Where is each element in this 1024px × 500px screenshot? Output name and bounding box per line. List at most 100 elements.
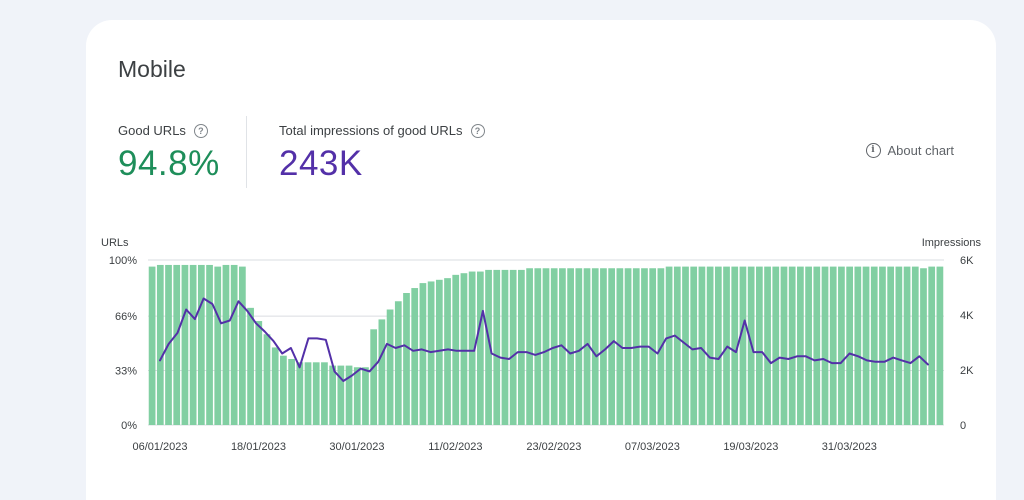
bar: [591, 268, 599, 425]
right-axis-tick-label: 6K: [960, 255, 974, 267]
bar: [370, 329, 378, 425]
metric-divider: [246, 116, 247, 188]
bar: [386, 309, 394, 425]
bar: [936, 266, 944, 425]
bar: [542, 268, 550, 425]
bar: [288, 359, 295, 425]
bar: [337, 365, 345, 425]
x-axis-tick-label: 23/02/2023: [526, 441, 581, 453]
bar: [600, 268, 607, 425]
bar: [156, 264, 164, 425]
bar: [509, 269, 517, 425]
impressions-line: [159, 297, 929, 382]
bar: [690, 266, 698, 425]
bar: [312, 362, 320, 425]
info-icon: i: [865, 143, 881, 158]
bar: [493, 269, 501, 425]
bar: [575, 268, 583, 425]
bar: [879, 266, 886, 425]
bar: [501, 269, 509, 425]
bar: [197, 264, 205, 425]
bar: [255, 321, 263, 425]
bar: [476, 271, 484, 425]
bar: [698, 266, 706, 425]
x-axis-tick-label: 11/02/2023: [428, 441, 482, 453]
bar: [189, 264, 197, 425]
bar: [911, 266, 919, 425]
left-axis-title: URLs: [101, 237, 129, 249]
bar: [780, 266, 788, 425]
x-axis-tick-label: 06/01/2023: [132, 441, 187, 453]
card-title: Mobile: [118, 56, 186, 82]
bar: [230, 264, 238, 425]
good-urls-value: 94.8%: [118, 144, 220, 183]
bar: [846, 266, 853, 425]
bar: [403, 293, 410, 425]
bar: [378, 319, 386, 425]
good-urls-label: Good URLs: [118, 123, 186, 138]
bar: [534, 268, 542, 425]
bar: [411, 288, 419, 425]
bar: [518, 269, 525, 425]
bar: [468, 271, 476, 425]
bar: [714, 266, 722, 425]
bar: [173, 264, 181, 425]
impressions-metric[interactable]: Total impressions of good URLs ? 243K: [279, 123, 485, 184]
bar: [181, 264, 189, 425]
bar: [805, 266, 812, 425]
bar: [608, 268, 616, 425]
x-axis-tick-label: 30/01/2023: [329, 441, 384, 453]
bar: [485, 269, 492, 425]
x-axis-tick-label: 19/03/2023: [723, 441, 778, 453]
right-axis-tick-label: 2K: [960, 365, 974, 377]
bar: [271, 347, 279, 425]
about-chart-button[interactable]: i About chart: [865, 143, 955, 158]
bar: [435, 279, 443, 425]
bar: [624, 268, 632, 425]
bar: [345, 365, 353, 425]
bar: [206, 264, 213, 425]
bar: [870, 266, 878, 425]
help-icon[interactable]: ?: [193, 123, 208, 138]
bar: [394, 301, 402, 425]
bar: [706, 266, 714, 425]
bar: [895, 266, 903, 425]
bar: [788, 266, 796, 425]
bar: [214, 266, 222, 425]
bar: [247, 307, 254, 425]
bar: [887, 266, 895, 425]
left-axis-tick-label: 66%: [115, 311, 137, 323]
x-axis-tick-label: 18/01/2023: [231, 441, 286, 453]
help-icon[interactable]: ?: [470, 123, 485, 138]
bar: [829, 266, 837, 425]
bar: [526, 268, 533, 425]
bar: [321, 362, 328, 425]
bar: [755, 266, 763, 425]
good-urls-metric[interactable]: Good URLs ? 94.8%: [118, 123, 220, 184]
bar: [567, 268, 574, 425]
left-axis-tick-label: 33%: [115, 366, 137, 378]
x-axis-tick-label: 31/03/2023: [822, 441, 877, 453]
bar: [263, 334, 271, 425]
bar: [222, 264, 230, 425]
bar: [296, 362, 304, 425]
bar: [673, 266, 681, 425]
bar: [419, 283, 427, 425]
bar: [280, 355, 287, 425]
bar: [928, 266, 936, 425]
bar: [731, 266, 739, 425]
bar: [583, 268, 591, 425]
bar: [797, 266, 804, 425]
right-axis-title: Impressions: [922, 237, 982, 249]
about-chart-label: About chart: [887, 143, 955, 158]
bar: [903, 266, 911, 425]
bar: [920, 268, 927, 425]
impressions-value: 243K: [279, 144, 363, 183]
bar: [739, 266, 747, 425]
bar: [838, 266, 845, 425]
bar: [821, 266, 829, 425]
urls-impressions-chart: 0% 33% 66% 100% 0 2K 4K 6K URLs Impressions 06/01/…: [101, 237, 982, 453]
left-axis-tick-label: 100%: [109, 255, 137, 267]
bar: [772, 266, 780, 425]
bar: [460, 273, 468, 425]
